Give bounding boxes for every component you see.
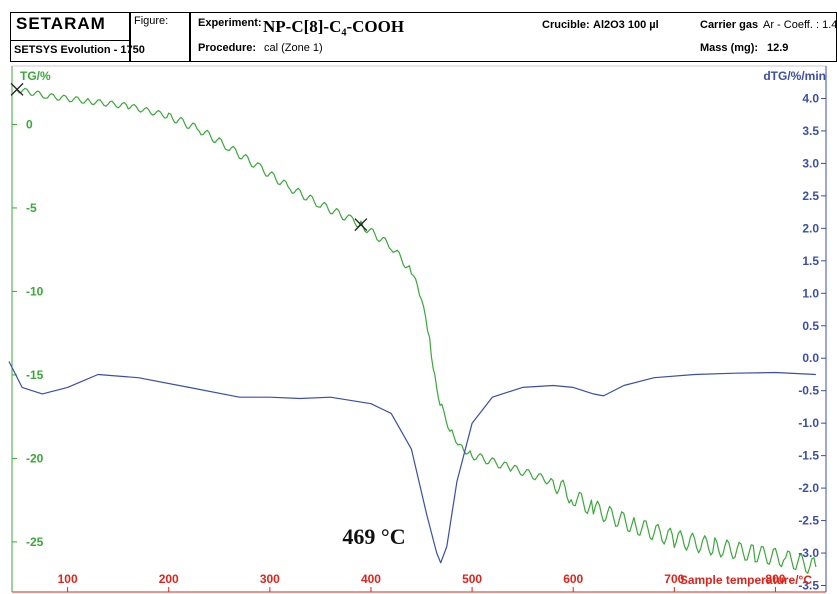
tg-curve <box>16 87 817 574</box>
x-tick-label: 600 <box>563 572 583 586</box>
cross-marker <box>10 82 24 96</box>
software-version: SETSYS Evolution - 1750 <box>14 44 145 56</box>
y-right-tick-label: 0.0 <box>802 351 819 365</box>
y-right-tick-label: -0.5 <box>798 384 819 398</box>
y-right-tick-label: -2.5 <box>798 514 819 528</box>
y-left-tick-label: -20 <box>26 451 44 465</box>
y-left-tick-label: 0 <box>26 117 33 131</box>
y-right-tick-label: 2.5 <box>802 189 819 203</box>
x-tick-label: 500 <box>462 572 482 586</box>
cross-marker-stroke <box>10 82 24 96</box>
figure-label: Figure: <box>134 15 169 27</box>
crucible-value: Al2O3 100 µl <box>593 19 659 31</box>
logo-cell <box>10 12 130 62</box>
experiment-value: NP-C[8]-C₄-COOH <box>263 17 405 36</box>
y-axis-right-label: dTG/%/min <box>763 69 826 83</box>
crucible-label: Crucible: <box>542 19 590 31</box>
axis-ticks: 100 200 300 400 500 600 700 800 0 -5 -10 -15 -20 -25 4… <box>12 91 826 593</box>
plot-frame <box>11 65 827 593</box>
series-layer <box>8 87 817 574</box>
x-axis-label: Sample temperature/°C <box>680 573 813 587</box>
procedure-value: cal (Zone 1) <box>264 42 323 54</box>
y-right-tick-label: -3.5 <box>798 579 819 593</box>
y-right-tick-label: 3.5 <box>802 124 819 138</box>
logo-divider <box>10 40 130 41</box>
y-left-tick-label: -10 <box>26 284 44 298</box>
y-right-tick-label: 4.0 <box>802 91 819 105</box>
y-left-tick-label: -5 <box>26 201 37 215</box>
y-axis-left-label: TG/% <box>20 69 51 83</box>
y-right-tick-label: -1.0 <box>798 416 819 430</box>
procedure-label: Procedure: <box>198 42 257 54</box>
cross-marker <box>354 218 368 232</box>
y-right-tick-label: 1.0 <box>802 286 819 300</box>
experiment-label: Experiment: <box>198 17 262 29</box>
x-tick-label: 700 <box>664 572 684 586</box>
x-tick-label: 400 <box>361 572 381 586</box>
point-markers <box>10 82 368 232</box>
carrier-gas-label: Carrier gas <box>700 19 759 31</box>
setaram-logo: SETARAM <box>16 14 106 33</box>
peak-annotation: 469 °C <box>342 524 405 549</box>
figure-cell <box>130 12 190 62</box>
y-left-tick-label: -15 <box>26 368 44 382</box>
y-left-tick-label: -25 <box>26 535 44 549</box>
mass-label: Mass (mg): <box>700 42 759 54</box>
y-right-tick-label: -3.0 <box>798 546 819 560</box>
mass-value: 12.9 <box>767 42 789 54</box>
x-tick-label: 300 <box>260 572 280 586</box>
x-tick-label: 800 <box>765 572 785 586</box>
y-right-tick-label: 0.5 <box>802 319 819 333</box>
cross-marker-stroke <box>354 218 368 232</box>
x-tick-label: 100 <box>58 572 78 586</box>
y-right-tick-label: 3.0 <box>802 156 819 170</box>
x-tick-label: 200 <box>159 572 179 586</box>
y-right-tick-label: -1.5 <box>798 449 819 463</box>
y-right-tick-label: 1.5 <box>802 254 819 268</box>
carrier-gas-value: Ar - Coeff. : 1.4 <box>763 19 837 31</box>
y-right-tick-label: -2.0 <box>798 481 819 495</box>
report-header: SETARAM SETSYS Evolution - 1750 Figure: … <box>0 0 837 64</box>
tg-dtg-chart: 100 200 300 400 500 600 700 800 0 -5 -10 -15 -20 -25 4… <box>8 65 827 593</box>
dtg-curve <box>8 361 816 564</box>
y-right-tick-label: 2.0 <box>802 221 819 235</box>
